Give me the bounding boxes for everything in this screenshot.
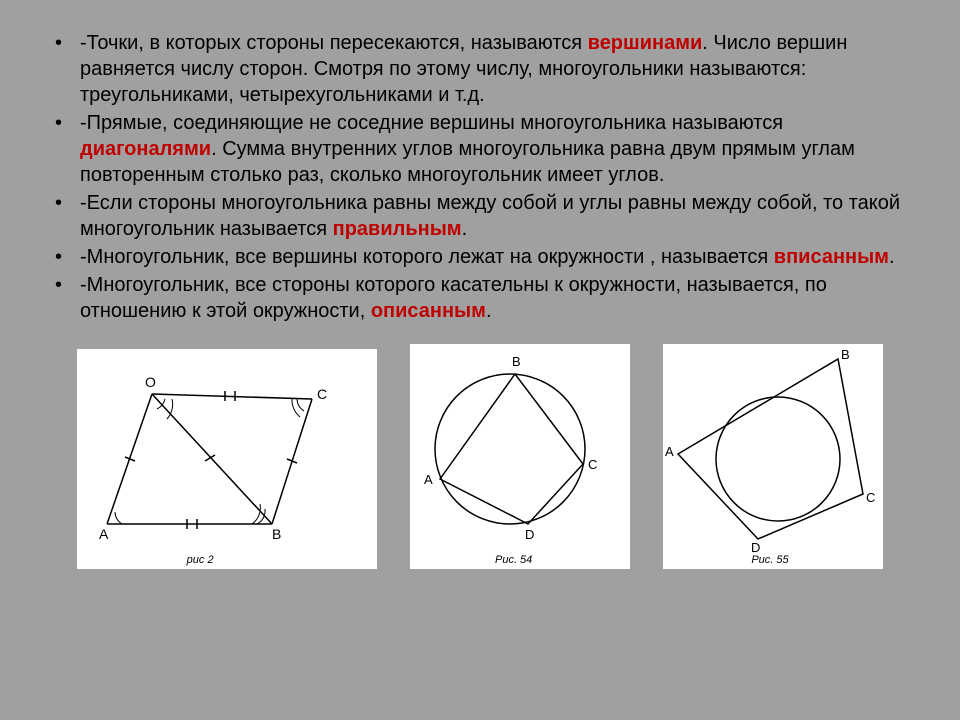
bullet-prefix: -Прямые, соединяющие не соседние вершины… — [80, 112, 783, 134]
diagram-2: A B C D Рис. 54 — [410, 344, 630, 569]
vertex-label: A — [665, 444, 674, 459]
vertex-label: B — [272, 526, 281, 542]
vertex-label: A — [424, 472, 433, 487]
vertex-label: C — [588, 457, 597, 472]
vertex-label: D — [751, 540, 760, 555]
diagram-3: A B C D Рис. 55 — [663, 344, 883, 569]
figure-caption: Рис. 55 — [751, 554, 788, 566]
highlight-term: вершинами — [588, 32, 703, 54]
figure-caption: рис 2 — [187, 554, 214, 566]
vertex-label: B — [512, 354, 521, 369]
vertex-label: D — [525, 527, 534, 542]
vertex-label: A — [99, 526, 109, 542]
vertex-label: C — [317, 386, 327, 402]
bullet-suffix: . — [486, 300, 492, 322]
bullet-suffix: . — [462, 218, 468, 240]
bullet-prefix: -Если стороны многоугольника равны между… — [80, 192, 900, 240]
bullet-item: -Прямые, соединяющие не соседние вершины… — [40, 110, 920, 188]
highlight-term: вписанным — [774, 246, 889, 268]
highlight-term: диагоналями — [80, 138, 211, 160]
bullet-prefix: -Многоугольник, все вершины которого леж… — [80, 246, 774, 268]
bullet-item: -Многоугольник, все стороны которого кас… — [40, 272, 920, 324]
diagram-1: O C A B рис 2 — [77, 349, 377, 569]
bullet-prefix: -Точки, в которых стороны пересекаются, … — [80, 32, 588, 54]
bullet-item: -Точки, в которых стороны пересекаются, … — [40, 30, 920, 108]
vertex-label: C — [866, 490, 875, 505]
vertex-label: O — [145, 374, 156, 390]
highlight-term: описанным — [371, 300, 486, 322]
diagrams-row: O C A B рис 2 A B C D Рис. 54 A B — [40, 344, 920, 569]
bullet-suffix: . — [889, 246, 895, 268]
bullet-item: -Многоугольник, все вершины которого леж… — [40, 244, 920, 270]
bullet-item: -Если стороны многоугольника равны между… — [40, 190, 920, 242]
figure-caption: Рис. 54 — [495, 554, 532, 566]
highlight-term: правильным — [333, 218, 462, 240]
vertex-label: B — [841, 347, 850, 362]
bullet-list: -Точки, в которых стороны пересекаются, … — [40, 30, 920, 324]
